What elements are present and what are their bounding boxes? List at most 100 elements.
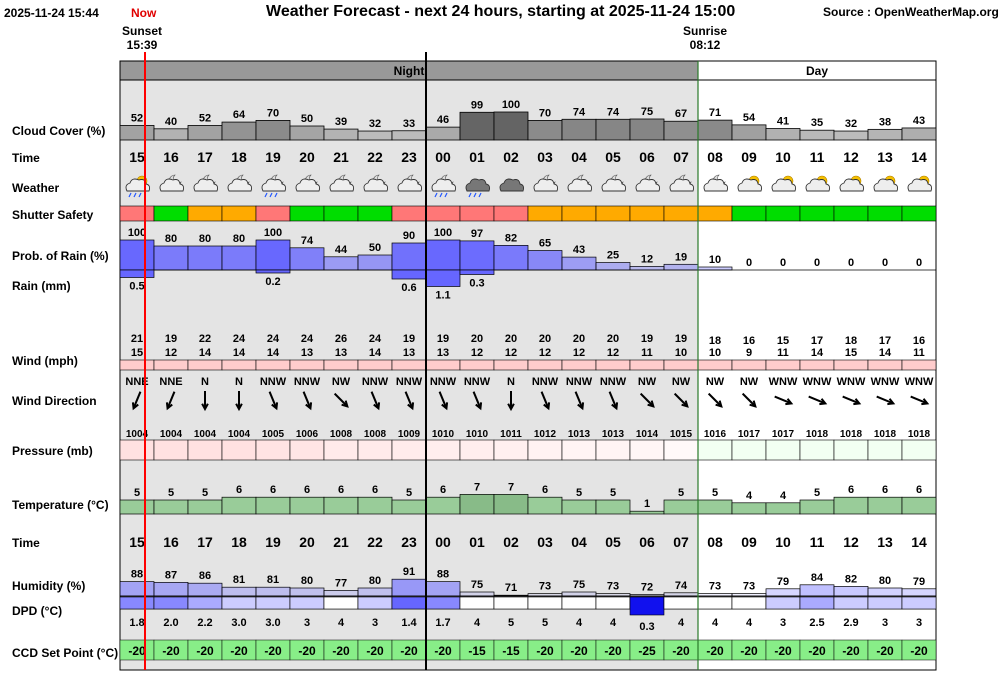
wind-speed-value: 14 xyxy=(199,347,212,359)
temperature-bar xyxy=(323,496,359,515)
wind-speed-value: 12 xyxy=(573,347,585,359)
wind-arrow-icon xyxy=(608,391,619,411)
wind-gust-value: 19 xyxy=(675,333,687,345)
humidity-bar xyxy=(799,584,835,597)
humidity-bar xyxy=(119,581,155,597)
cloud-sun-icon xyxy=(873,175,899,192)
ccd-value: -20 xyxy=(536,644,554,658)
wind-bar xyxy=(323,359,359,371)
wind-bar xyxy=(153,359,189,371)
wind-arrow-icon xyxy=(707,392,723,408)
wind-arrow-icon xyxy=(741,392,757,408)
cloud-bar xyxy=(799,129,835,141)
pressure-cell xyxy=(799,439,835,461)
pressure-value: 1018 xyxy=(874,429,897,440)
rain-probability-bar xyxy=(663,263,699,271)
hour-label-2: 17 xyxy=(197,534,213,550)
hour-label-2: 13 xyxy=(877,534,893,550)
rain-amount-value: 0.5 xyxy=(129,281,144,293)
wind-arrow-icon xyxy=(235,391,243,412)
dpd-value: 3 xyxy=(304,617,310,629)
wind-speed-value: 13 xyxy=(301,347,313,359)
wind-direction-label: N xyxy=(201,376,209,388)
rain-probability-value: 0 xyxy=(916,257,922,269)
cloud-value: 50 xyxy=(301,113,313,125)
hour-label: 22 xyxy=(367,149,383,165)
wind-bar xyxy=(663,359,699,371)
cloud-value: 64 xyxy=(233,109,246,121)
cloud-moon-icon xyxy=(329,174,355,192)
rain-probability-value: 80 xyxy=(199,233,211,245)
cloud-moon-icon xyxy=(567,174,593,192)
dpd-bar xyxy=(459,596,495,610)
rain-amount-value: 0.2 xyxy=(265,276,280,288)
humidity-value: 73 xyxy=(709,581,721,593)
rain-probability-value: 12 xyxy=(641,253,653,265)
rain-probability-bar xyxy=(459,240,495,271)
hour-label: 01 xyxy=(469,149,485,165)
wind-gust-value: 18 xyxy=(845,335,857,347)
day-header-label: Day xyxy=(806,64,828,78)
shutter-cell-safe xyxy=(357,205,393,222)
temperature-value: 5 xyxy=(814,487,820,499)
dpd-bar xyxy=(697,596,733,610)
temperature-value: 5 xyxy=(610,487,616,499)
pressure-value: 1016 xyxy=(704,429,727,440)
pressure-value: 1013 xyxy=(568,429,591,440)
wind-speed-value: 12 xyxy=(607,347,619,359)
humidity-value: 88 xyxy=(437,569,449,581)
ccd-value: -20 xyxy=(298,644,316,658)
dpd-value: 3.0 xyxy=(231,617,246,629)
humidity-value: 73 xyxy=(743,581,755,593)
wind-gust-value: 19 xyxy=(165,333,177,345)
wind-arrow-icon xyxy=(910,395,930,406)
cloud-bar xyxy=(493,111,529,141)
cloud-value: 70 xyxy=(539,107,551,119)
hour-label-2: 04 xyxy=(571,534,587,550)
ccd-value: -15 xyxy=(502,644,520,658)
cloud-bar xyxy=(119,125,155,141)
pressure-value: 1017 xyxy=(772,429,795,440)
humidity-bar xyxy=(187,582,223,597)
temperature-value: 1 xyxy=(644,498,650,510)
ccd-value: -15 xyxy=(468,644,486,658)
pressure-value: 1014 xyxy=(636,429,659,440)
pressure-value: 1017 xyxy=(738,429,761,440)
cloud-value: 99 xyxy=(471,99,483,111)
pressure-value: 1018 xyxy=(908,429,931,440)
temperature-bar xyxy=(493,494,529,515)
wind-speed-value: 12 xyxy=(539,347,551,359)
rain-probability-value: 80 xyxy=(233,233,245,245)
hour-label-2: 21 xyxy=(333,534,349,550)
wind-direction-label: NNW xyxy=(532,376,559,388)
wind-direction-label: NW xyxy=(672,376,691,388)
rain-probability-value: 97 xyxy=(471,228,483,240)
temperature-value: 6 xyxy=(372,484,378,496)
shutter-cell-unsafe xyxy=(459,205,495,222)
rain-probability-value: 100 xyxy=(128,227,146,239)
rain-amount-bar xyxy=(391,269,427,280)
rain-probability-value: 50 xyxy=(369,242,381,254)
dpd-bar xyxy=(493,596,529,610)
wind-bar xyxy=(493,359,529,371)
wind-direction-label: NNE xyxy=(125,376,148,388)
ccd-value: -20 xyxy=(230,644,248,658)
wind-arrow-icon xyxy=(574,391,585,411)
wind-arrow-icon xyxy=(201,391,209,412)
label-wind: Wind (mph) xyxy=(12,354,78,368)
pressure-value: 1005 xyxy=(262,429,285,440)
shutter-cell-unsafe xyxy=(425,205,461,222)
temperature-value: 5 xyxy=(678,487,684,499)
rain-probability-value: 19 xyxy=(675,251,687,263)
wind-speed-value: 10 xyxy=(675,347,687,359)
temperature-bar xyxy=(867,496,903,515)
ccd-value: -20 xyxy=(570,644,588,658)
pressure-value: 1013 xyxy=(602,429,625,440)
dpd-bar xyxy=(119,596,155,610)
cloud-moon-icon xyxy=(703,174,729,192)
humidity-bar xyxy=(459,591,495,597)
shutter-cell-safe xyxy=(765,205,801,222)
cloud-moon-icon xyxy=(193,174,219,192)
humidity-bar xyxy=(833,586,869,597)
